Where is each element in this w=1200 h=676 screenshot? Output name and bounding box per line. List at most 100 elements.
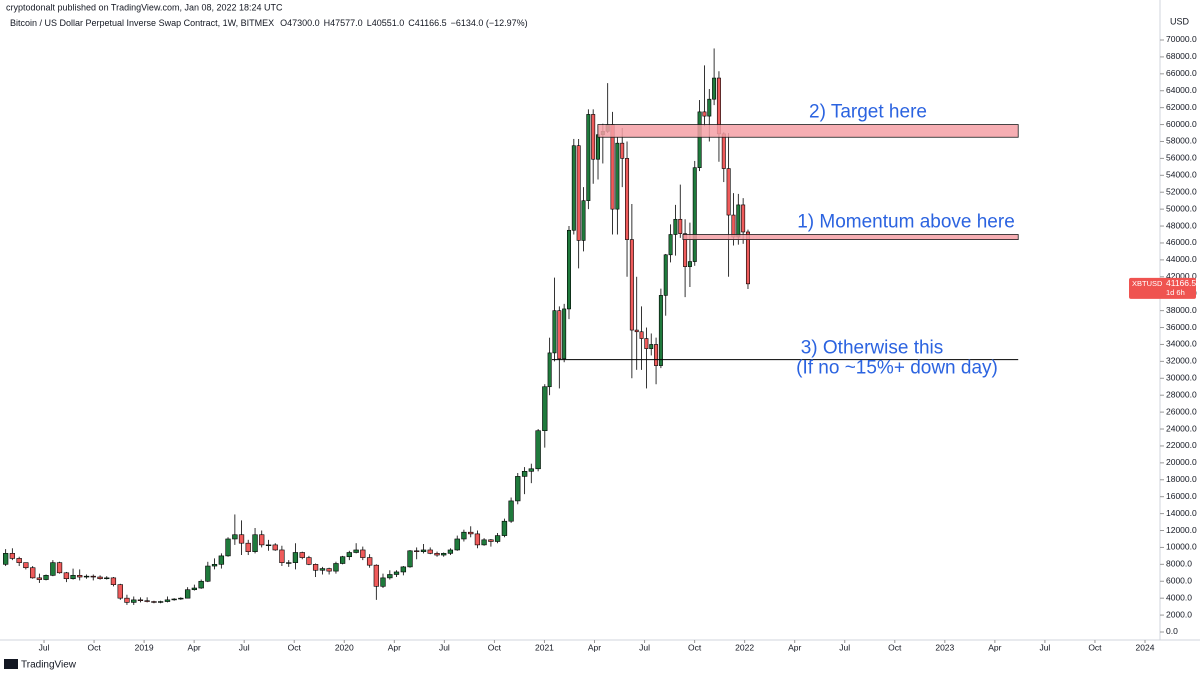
candle-body xyxy=(501,520,508,536)
candle-body xyxy=(29,567,36,579)
y-tick-label: 46000.0 xyxy=(1166,237,1197,247)
candle-body xyxy=(218,555,225,565)
zone-annotation: 1) Momentum above here xyxy=(797,212,1015,233)
x-tick-label: 2023 xyxy=(935,642,954,652)
candle-body xyxy=(238,534,245,544)
candle-body xyxy=(615,142,620,210)
y-tick-label: 62000.0 xyxy=(1166,102,1197,112)
candle-body xyxy=(515,476,521,502)
candle-body xyxy=(259,534,265,546)
y-tick-label: 66000.0 xyxy=(1166,68,1197,78)
ohlc-low: L40551.0 xyxy=(367,18,405,28)
y-tick-label: 8000.0 xyxy=(1166,559,1192,569)
currency-label: USD xyxy=(1170,16,1190,26)
candle-body xyxy=(620,142,625,159)
candle-body xyxy=(366,557,373,566)
candle-body xyxy=(481,539,487,546)
candle-body xyxy=(414,550,420,552)
candle-body xyxy=(178,597,184,600)
candle-body xyxy=(566,229,571,310)
candle-body xyxy=(634,329,639,333)
y-tick-label: 68000.0 xyxy=(1166,51,1197,61)
level-annotation: (If no ~15%+ down day) xyxy=(796,358,998,379)
y-tick-label: 2000.0 xyxy=(1166,609,1192,619)
candle-body xyxy=(474,533,481,546)
candle-body xyxy=(252,534,258,552)
candle-body xyxy=(692,167,697,262)
y-tick-label: 56000.0 xyxy=(1166,153,1197,163)
y-tick-label: 6000.0 xyxy=(1166,576,1192,586)
candle-body xyxy=(407,550,413,568)
candle-body xyxy=(43,575,49,580)
x-tick-label: Jul xyxy=(1039,642,1050,652)
y-tick-label: 48000.0 xyxy=(1166,220,1197,230)
symbol-label: XBTUSD xyxy=(1132,279,1163,288)
y-tick-label: 54000.0 xyxy=(1166,170,1197,180)
candle-body xyxy=(191,587,197,591)
candle-body xyxy=(63,572,70,580)
y-tick-label: 26000.0 xyxy=(1166,406,1197,416)
candle-body xyxy=(144,600,150,602)
candle-body xyxy=(557,310,562,360)
candle-body xyxy=(333,563,339,572)
candle-body xyxy=(427,549,433,554)
candle-body xyxy=(164,599,171,602)
candle-body xyxy=(586,114,591,201)
candle-body xyxy=(576,145,581,241)
candle-body xyxy=(90,575,96,578)
candle-body xyxy=(552,310,557,354)
y-tick-label: 4000.0 xyxy=(1166,592,1192,602)
candle-body xyxy=(528,468,534,472)
candle-body xyxy=(380,577,386,587)
candle-body xyxy=(137,599,144,602)
candle-body xyxy=(312,564,319,571)
candle-body xyxy=(279,549,285,563)
candle-body xyxy=(56,562,63,574)
x-tick-label: Oct xyxy=(1088,642,1102,652)
candle-body xyxy=(157,601,164,603)
candle-body xyxy=(542,386,548,432)
y-tick-label: 64000.0 xyxy=(1166,85,1197,95)
candle-body xyxy=(547,352,552,388)
countdown-label: 1d 6h xyxy=(1166,288,1185,297)
x-tick-label: Oct xyxy=(87,642,101,652)
candle-body xyxy=(521,471,528,477)
candle-body xyxy=(306,557,312,565)
candle-body xyxy=(225,538,231,557)
candle-body xyxy=(461,531,467,540)
x-tick-label: Oct xyxy=(288,642,302,652)
candle-body xyxy=(36,577,42,580)
candle-body xyxy=(683,233,688,267)
candle-body xyxy=(50,562,56,576)
candle-body xyxy=(687,261,692,267)
candle-body xyxy=(205,565,211,582)
candle-body xyxy=(644,338,649,349)
chart-title: Bitcoin / US Dollar Perpetual Inverse Sw… xyxy=(10,18,528,28)
y-tick-label: 34000.0 xyxy=(1166,339,1197,349)
candle-body xyxy=(741,204,746,233)
candle-body xyxy=(124,597,130,603)
y-tick-label: 28000.0 xyxy=(1166,389,1197,399)
y-tick-label: 58000.0 xyxy=(1166,136,1197,146)
y-tick-label: 20000.0 xyxy=(1166,457,1197,467)
y-tick-label: 10000.0 xyxy=(1166,542,1197,552)
y-tick-label: 24000.0 xyxy=(1166,423,1197,433)
y-tick-label: 30000.0 xyxy=(1166,373,1197,383)
candle-body xyxy=(198,580,204,589)
y-tick-label: 36000.0 xyxy=(1166,322,1197,332)
candle-body xyxy=(629,239,634,331)
candle-body xyxy=(745,231,750,285)
candle-body xyxy=(571,145,576,231)
y-tick-label: 38000.0 xyxy=(1166,305,1197,315)
y-tick-label: 0.0 xyxy=(1166,626,1178,636)
y-tick-label: 70000.0 xyxy=(1166,34,1197,44)
x-tick-label: 2022 xyxy=(735,642,754,652)
brand-name: TradingView xyxy=(21,660,77,671)
candle-body xyxy=(649,344,654,349)
candle-body xyxy=(447,549,454,554)
candle-body xyxy=(211,564,218,567)
candle-body xyxy=(3,553,9,565)
candle-body xyxy=(639,331,644,339)
candle-body xyxy=(441,553,447,556)
